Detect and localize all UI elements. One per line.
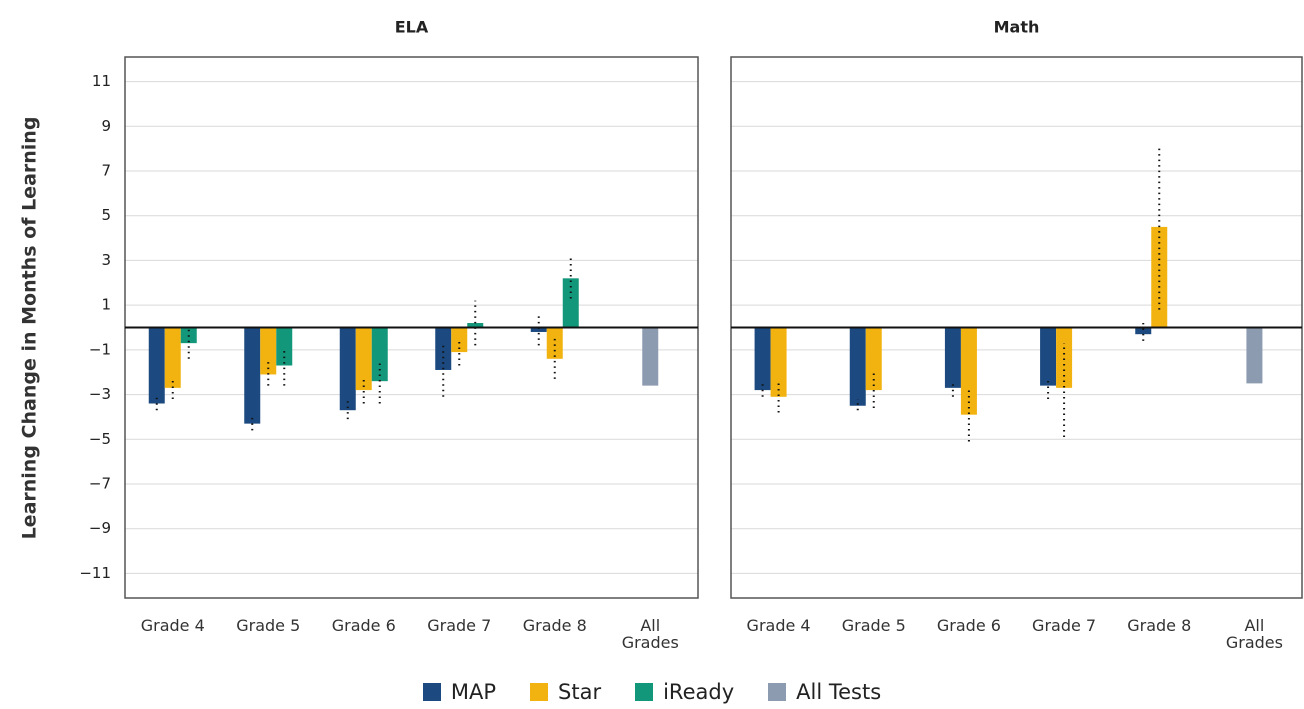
- bar: [865, 327, 882, 391]
- legend-label: Star: [558, 680, 602, 704]
- y-tick-label: 7: [101, 162, 111, 180]
- legend-swatch: [422, 683, 441, 701]
- y-tick-label: 3: [101, 251, 111, 269]
- panel-title: ELA: [395, 18, 429, 37]
- legend-item: All Tests: [768, 680, 881, 704]
- x-tick-label: All Grades: [621, 616, 679, 652]
- legend-item: MAP: [422, 680, 497, 704]
- y-tick-label: −7: [89, 474, 111, 492]
- x-tick-label: Grade 8: [522, 616, 587, 635]
- panel-title: Math: [994, 18, 1040, 37]
- bar: [435, 327, 452, 370]
- x-tick-label: Grade 5: [236, 616, 301, 635]
- legend-swatch: [635, 683, 654, 701]
- y-axis-label: Learning Change in Months of Learning: [19, 117, 41, 540]
- bar: [1040, 327, 1057, 386]
- legend: MAP Star iReady All Tests: [0, 680, 1304, 704]
- x-tick-label: Grade 8: [1127, 616, 1192, 635]
- y-tick-label: −3: [89, 385, 111, 403]
- x-tick-label: Grade 6: [331, 616, 396, 635]
- y-tick-label: 11: [92, 72, 111, 90]
- x-tick-label: Grade 4: [140, 616, 205, 635]
- bar: [371, 327, 388, 382]
- y-tick-label: −1: [89, 340, 111, 358]
- bar: [1151, 226, 1168, 328]
- legend-label: iReady: [663, 680, 735, 704]
- bar: [339, 327, 356, 411]
- bar: [754, 327, 771, 391]
- y-tick-label: 5: [101, 206, 111, 224]
- legend-item: Star: [530, 680, 601, 704]
- bar: [1056, 327, 1073, 388]
- y-tick-label: −5: [89, 430, 111, 448]
- x-tick-label: Grade 5: [841, 616, 906, 635]
- legend-swatch: [768, 683, 787, 701]
- legend-item: iReady: [635, 680, 734, 704]
- bar: [451, 327, 468, 353]
- y-tick-label: 1: [101, 296, 111, 314]
- legend-label: MAP: [450, 680, 497, 704]
- bar: [276, 327, 293, 366]
- x-tick-label: All Grades: [1225, 616, 1283, 652]
- y-tick-label: −9: [89, 519, 111, 537]
- bar: [849, 327, 866, 406]
- bar: [530, 327, 547, 332]
- x-tick-label: Grade 4: [746, 616, 811, 635]
- x-tick-label: Grade 7: [427, 616, 492, 635]
- bar: [260, 327, 277, 375]
- bar: [164, 327, 181, 388]
- bar: [562, 278, 579, 328]
- bar: [1135, 327, 1152, 335]
- bar: [944, 327, 961, 388]
- bar: [770, 327, 787, 397]
- y-tick-label: −11: [79, 564, 111, 582]
- bar: [546, 327, 563, 359]
- x-tick-label: Grade 6: [936, 616, 1001, 635]
- bar: [244, 327, 261, 424]
- bar: [960, 327, 977, 415]
- x-tick-label: Grade 7: [1032, 616, 1097, 635]
- legend-label: All Tests: [796, 680, 882, 704]
- bar: [642, 327, 659, 386]
- legend-swatch: [530, 683, 549, 701]
- bar: [467, 323, 484, 328]
- bar: [148, 327, 165, 404]
- bar: [355, 327, 372, 391]
- bar: [1246, 327, 1263, 384]
- y-tick-label: 9: [101, 117, 111, 135]
